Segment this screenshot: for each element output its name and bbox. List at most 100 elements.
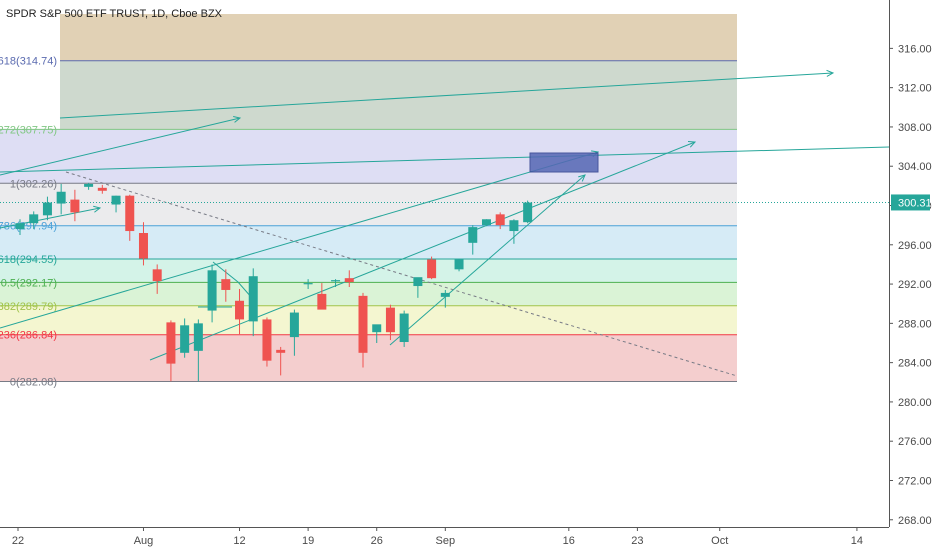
fibonacci-extension[interactable]: 0(282.08) 0.236(286.84) 0.382(289.79) 0.5(2… <box>0 14 737 388</box>
date-tick-label: Oct <box>711 535 728 547</box>
small-trend <box>212 261 253 299</box>
fib-level-label: 1.272(307.75) <box>0 124 57 136</box>
fib-level-label: 0.5(292.17) <box>1 277 57 289</box>
fib-level-label: 0.618(294.55) <box>0 254 57 266</box>
fib-zone <box>0 225 737 260</box>
trend-arrow <box>149 141 696 361</box>
price-tick-label: 312.00 <box>898 83 932 95</box>
price-tick-label: 304.00 <box>898 161 932 173</box>
date-tick-label: 14 <box>851 535 863 547</box>
candle-body <box>125 195 135 232</box>
arrow-head <box>93 205 102 213</box>
candle-body <box>276 349 286 353</box>
candle-body <box>385 307 395 333</box>
candle-body <box>372 324 382 333</box>
arrow-head <box>687 141 697 148</box>
fib-level-label: 1(302.26) <box>10 178 57 190</box>
fib-zone <box>0 259 737 283</box>
target-box <box>529 152 599 173</box>
fib-zone <box>0 282 737 306</box>
candle-body <box>523 202 533 223</box>
fib-zone <box>60 60 737 130</box>
fib-level-label: 0.786(297.94) <box>0 221 57 233</box>
candle-body <box>454 259 464 270</box>
time-axis-bg <box>0 527 932 550</box>
candle-body <box>317 293 327 310</box>
candle-body <box>399 313 409 343</box>
arrow-head <box>826 69 835 77</box>
price-tick-label: 296.00 <box>898 240 932 252</box>
candle-body <box>440 292 450 297</box>
last-price-label: 300.31 <box>898 197 932 209</box>
trend-line <box>0 146 890 173</box>
date-tick-label: 22 <box>12 535 24 547</box>
fib-zone <box>0 334 737 382</box>
candle-body <box>509 220 519 232</box>
fib-level-label: 0.382(289.79) <box>0 301 57 313</box>
candle-body <box>111 195 121 205</box>
fib-level-label: 0(282.08) <box>10 376 57 388</box>
candle-body <box>221 279 231 290</box>
candle-body <box>152 269 162 282</box>
date-tick-label: 19 <box>302 535 314 547</box>
trend-arrow <box>0 151 599 329</box>
price-tick-label: 280.00 <box>898 397 932 409</box>
chart-title: SPDR S&P 500 ETF TRUST, 1D, Cboe BZX <box>6 8 223 20</box>
candlestick-series <box>15 182 533 382</box>
date-tick-label: 12 <box>233 535 245 547</box>
candle-body <box>262 319 272 361</box>
fib-zone <box>60 14 737 61</box>
candle-body <box>84 183 94 187</box>
candle-body <box>56 191 66 204</box>
candle-body <box>331 280 341 282</box>
price-tick-label: 316.00 <box>898 43 932 55</box>
fib-zone <box>0 305 737 335</box>
candle-body <box>358 295 368 353</box>
trend-arrow <box>389 174 586 346</box>
candle-body <box>138 233 148 259</box>
trend-arrow <box>0 117 241 176</box>
candle-body <box>15 223 25 230</box>
dashed-projection <box>65 171 738 377</box>
date-tick-label: Aug <box>134 535 154 547</box>
price-tick-label: 288.00 <box>898 318 932 330</box>
candle-body <box>235 300 245 320</box>
fib-zone <box>0 129 737 184</box>
arrow-head <box>233 116 242 123</box>
date-tick-label: 23 <box>631 535 643 547</box>
price-tick-label: 276.00 <box>898 436 932 448</box>
candle-body <box>344 278 354 283</box>
candle-body <box>413 277 423 287</box>
candle-body <box>97 187 107 191</box>
date-tick-label: 16 <box>563 535 575 547</box>
price-axis-bg <box>889 0 932 550</box>
candle-body <box>468 227 478 243</box>
price-tick-label: 292.00 <box>898 279 932 291</box>
candle-body <box>248 276 258 322</box>
candle-body <box>495 214 505 226</box>
fib-level-label: 1.618(314.74) <box>0 56 57 68</box>
candle-body <box>303 283 313 285</box>
price-tick-label: 272.00 <box>898 475 932 487</box>
candle-body <box>207 270 217 311</box>
last-price-badge <box>891 194 930 211</box>
date-tick-label: 26 <box>371 535 383 547</box>
candle-body <box>481 219 491 226</box>
fib-zone <box>0 183 737 226</box>
candle-body <box>166 322 176 364</box>
drawing-tools[interactable] <box>0 69 890 377</box>
price-tick-label: 268.00 <box>898 515 932 527</box>
candle-body <box>180 325 190 353</box>
fib-level-label: 0.236(286.84) <box>0 330 57 342</box>
candle-body <box>193 323 203 351</box>
price-tick-label: 284.00 <box>898 358 932 370</box>
arrow-head <box>578 174 586 182</box>
trend-arrow <box>59 72 834 119</box>
price-tick-label: 308.00 <box>898 122 932 134</box>
candle-body <box>29 214 39 224</box>
candle-body <box>42 202 52 216</box>
candle-body <box>427 259 437 279</box>
